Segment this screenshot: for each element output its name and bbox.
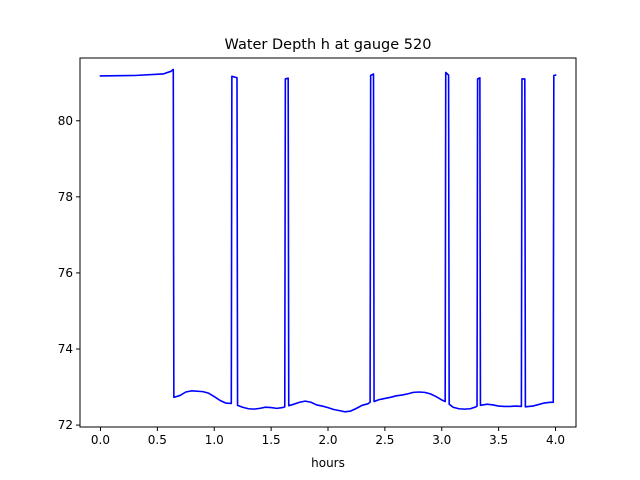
x-tick-label: 3.5 [489, 433, 508, 447]
y-tick-label: 78 [58, 190, 73, 204]
y-tick-label: 76 [58, 266, 73, 280]
x-tick-label: 3.0 [432, 433, 451, 447]
y-tick-label: 80 [58, 114, 73, 128]
axes-layer: 0.0 0.5 1.0 1.5 2.0 2.5 3.0 3.5 4.0 72 74 76 78 80 [58, 57, 577, 447]
series-line-0 [99, 68, 557, 413]
y-tick-label: 72 [58, 418, 73, 432]
x-tick-label: 0.0 [91, 433, 110, 447]
x-tick-label: 4.0 [546, 433, 565, 447]
y-tick-label: 74 [58, 342, 73, 356]
x-tick-label: 2.0 [318, 433, 337, 447]
x-tick-label: 1.0 [205, 433, 224, 447]
x-tick-label: 0.5 [148, 433, 167, 447]
x-axis-label: hours [311, 456, 345, 470]
series-layer [99, 68, 557, 413]
x-tick-label: 1.5 [262, 433, 281, 447]
chart-title: Water Depth h at gauge 520 [225, 37, 432, 53]
x-tick-label: 2.5 [375, 433, 394, 447]
